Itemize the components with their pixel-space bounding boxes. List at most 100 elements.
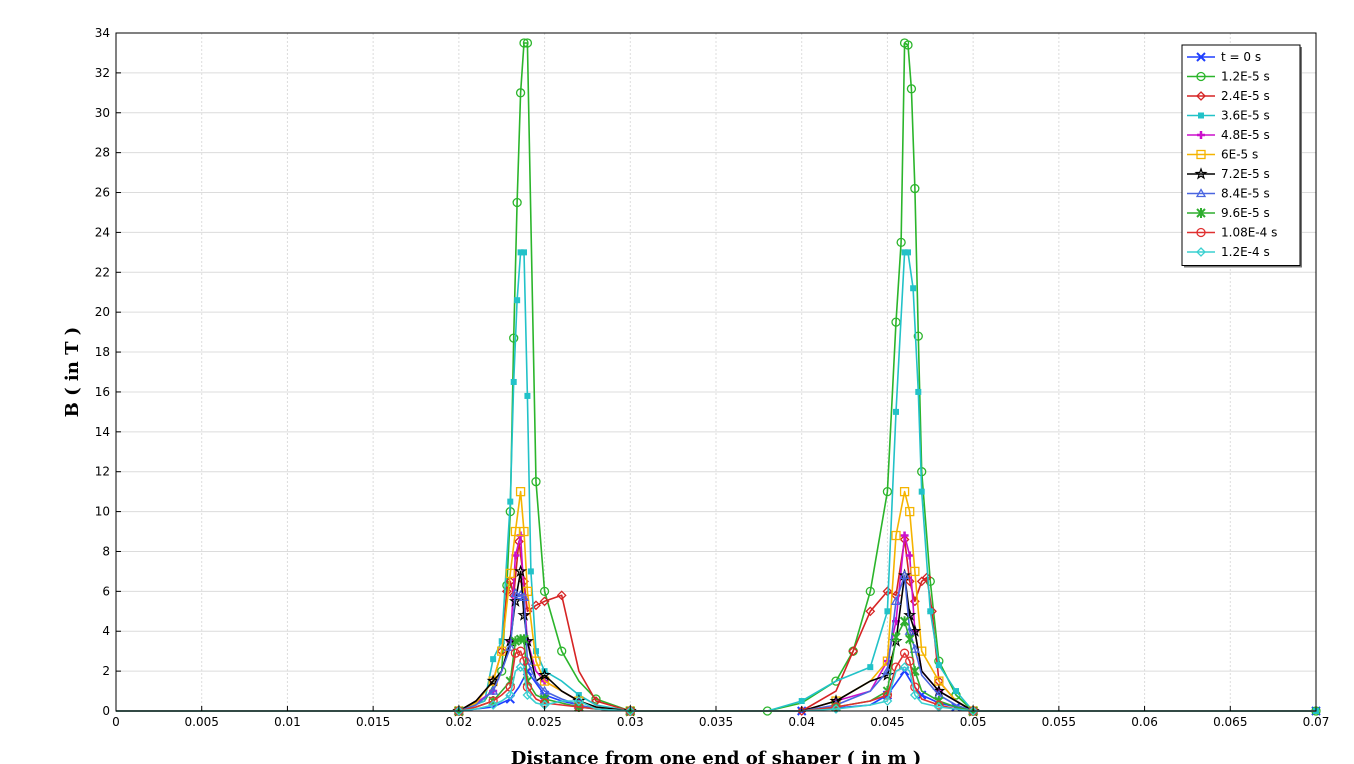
data-point bbox=[904, 576, 915, 587]
legend-marker bbox=[1196, 52, 1206, 62]
data-point bbox=[882, 665, 893, 675]
x-tick-label: 0.07 bbox=[1303, 715, 1330, 729]
x-tick-label: 0.02 bbox=[445, 715, 472, 729]
x-tick-label: 0.055 bbox=[1042, 715, 1076, 729]
data-point bbox=[508, 594, 522, 607]
data-point bbox=[882, 696, 893, 706]
x-tick-label: 0.04 bbox=[788, 715, 815, 729]
data-point bbox=[900, 531, 909, 540]
data-point bbox=[591, 694, 601, 704]
legend-marker bbox=[1196, 247, 1206, 257]
series-line bbox=[116, 42, 1316, 712]
y-tick-label: 8 bbox=[102, 544, 110, 558]
legend-entry: 6E-5 s bbox=[1187, 148, 1258, 162]
data-point bbox=[509, 333, 519, 343]
data-point bbox=[891, 317, 901, 327]
data-point bbox=[899, 616, 910, 627]
data-point bbox=[916, 576, 927, 587]
legend-entry: 2.4E-5 s bbox=[1187, 89, 1270, 103]
y-tick-label: 28 bbox=[95, 146, 110, 160]
x-tick-label: 0.065 bbox=[1213, 715, 1247, 729]
data-point bbox=[831, 704, 841, 714]
data-point bbox=[899, 662, 910, 673]
x-tick-label: 0.01 bbox=[274, 715, 301, 729]
data-point bbox=[488, 700, 499, 710]
legend: t = 0 s 1.2E-5 s 2.4E-5 s 3.6E-5 s 4.8E-5 s 6… bbox=[1181, 44, 1302, 268]
data-point bbox=[968, 706, 979, 716]
x-tick-label: 0.06 bbox=[1131, 715, 1158, 729]
data-point bbox=[901, 249, 908, 256]
legend-entry: 1.2E-4 s bbox=[1187, 245, 1270, 259]
data-point bbox=[896, 237, 906, 248]
data-point bbox=[510, 636, 521, 647]
y-tick-label: 26 bbox=[95, 186, 110, 200]
data-point bbox=[519, 38, 529, 48]
x-tick-label: 0.03 bbox=[617, 715, 644, 729]
legend-entry: 4.8E-5 s bbox=[1187, 128, 1270, 142]
data-point bbox=[518, 592, 530, 601]
data-point bbox=[935, 662, 942, 669]
legend-label: 9.6E-5 s bbox=[1221, 206, 1270, 220]
data-point bbox=[953, 688, 959, 695]
y-tick-label: 16 bbox=[95, 385, 110, 399]
data-point bbox=[538, 668, 552, 681]
data-point bbox=[893, 408, 899, 415]
y-tick-label: 32 bbox=[95, 66, 110, 80]
data-point bbox=[498, 638, 505, 645]
x-tick-label: 0.035 bbox=[699, 715, 733, 729]
data-point bbox=[515, 662, 526, 673]
data-point bbox=[488, 685, 499, 695]
data-point bbox=[517, 608, 531, 621]
legend-marker bbox=[1196, 71, 1206, 82]
data-point bbox=[515, 486, 526, 497]
data-point bbox=[517, 249, 524, 256]
x-tick-label: 0.015 bbox=[356, 715, 390, 729]
data-point bbox=[490, 656, 497, 663]
x-tick-label: 0.005 bbox=[185, 715, 219, 729]
data-point bbox=[519, 656, 529, 666]
y-tick-label: 34 bbox=[95, 26, 110, 40]
data-point bbox=[884, 608, 891, 615]
data-point bbox=[865, 606, 876, 617]
y-tick-label: 22 bbox=[95, 265, 110, 279]
data-point bbox=[539, 596, 550, 607]
data-point bbox=[934, 700, 944, 710]
data-point bbox=[865, 586, 875, 597]
legend-label: 8.4E-5 s bbox=[1221, 187, 1270, 201]
data-point bbox=[519, 526, 529, 537]
data-point bbox=[533, 648, 539, 655]
data-point bbox=[910, 183, 920, 194]
y-tick-label: 6 bbox=[102, 584, 110, 598]
data-point bbox=[798, 698, 805, 705]
legend-marker bbox=[1196, 208, 1206, 218]
data-point bbox=[903, 40, 913, 50]
data-point bbox=[910, 285, 917, 292]
data-point bbox=[867, 664, 874, 671]
legend-marker bbox=[1194, 167, 1208, 180]
data-point bbox=[505, 576, 516, 587]
data-point bbox=[905, 506, 915, 517]
y-tick-label: 30 bbox=[95, 106, 110, 120]
y-tick-label: 12 bbox=[95, 465, 110, 479]
data-point bbox=[505, 690, 516, 700]
series-line bbox=[116, 251, 1316, 712]
data-point bbox=[905, 249, 911, 256]
data-point bbox=[515, 88, 526, 98]
series-11 bbox=[116, 662, 1316, 716]
data-point bbox=[905, 656, 915, 666]
data-point bbox=[903, 608, 917, 621]
data-point bbox=[909, 643, 920, 653]
legend-label: 4.8E-5 s bbox=[1221, 128, 1270, 142]
data-point bbox=[882, 486, 893, 497]
data-point bbox=[514, 297, 521, 304]
legend-entry: 8.4E-5 s bbox=[1187, 187, 1270, 201]
data-point bbox=[453, 706, 464, 716]
data-point bbox=[932, 684, 946, 697]
legend-marker bbox=[1197, 131, 1205, 139]
data-point bbox=[573, 696, 584, 706]
data-point bbox=[497, 666, 507, 676]
y-tick-label: 20 bbox=[95, 305, 110, 319]
x-axis-ticks: 0 0.005 0.01 0.015 0.02 0.025 0.03 0.035 0.04 0.0… bbox=[112, 706, 1329, 729]
legend-label: 6E-5 s bbox=[1221, 148, 1258, 162]
